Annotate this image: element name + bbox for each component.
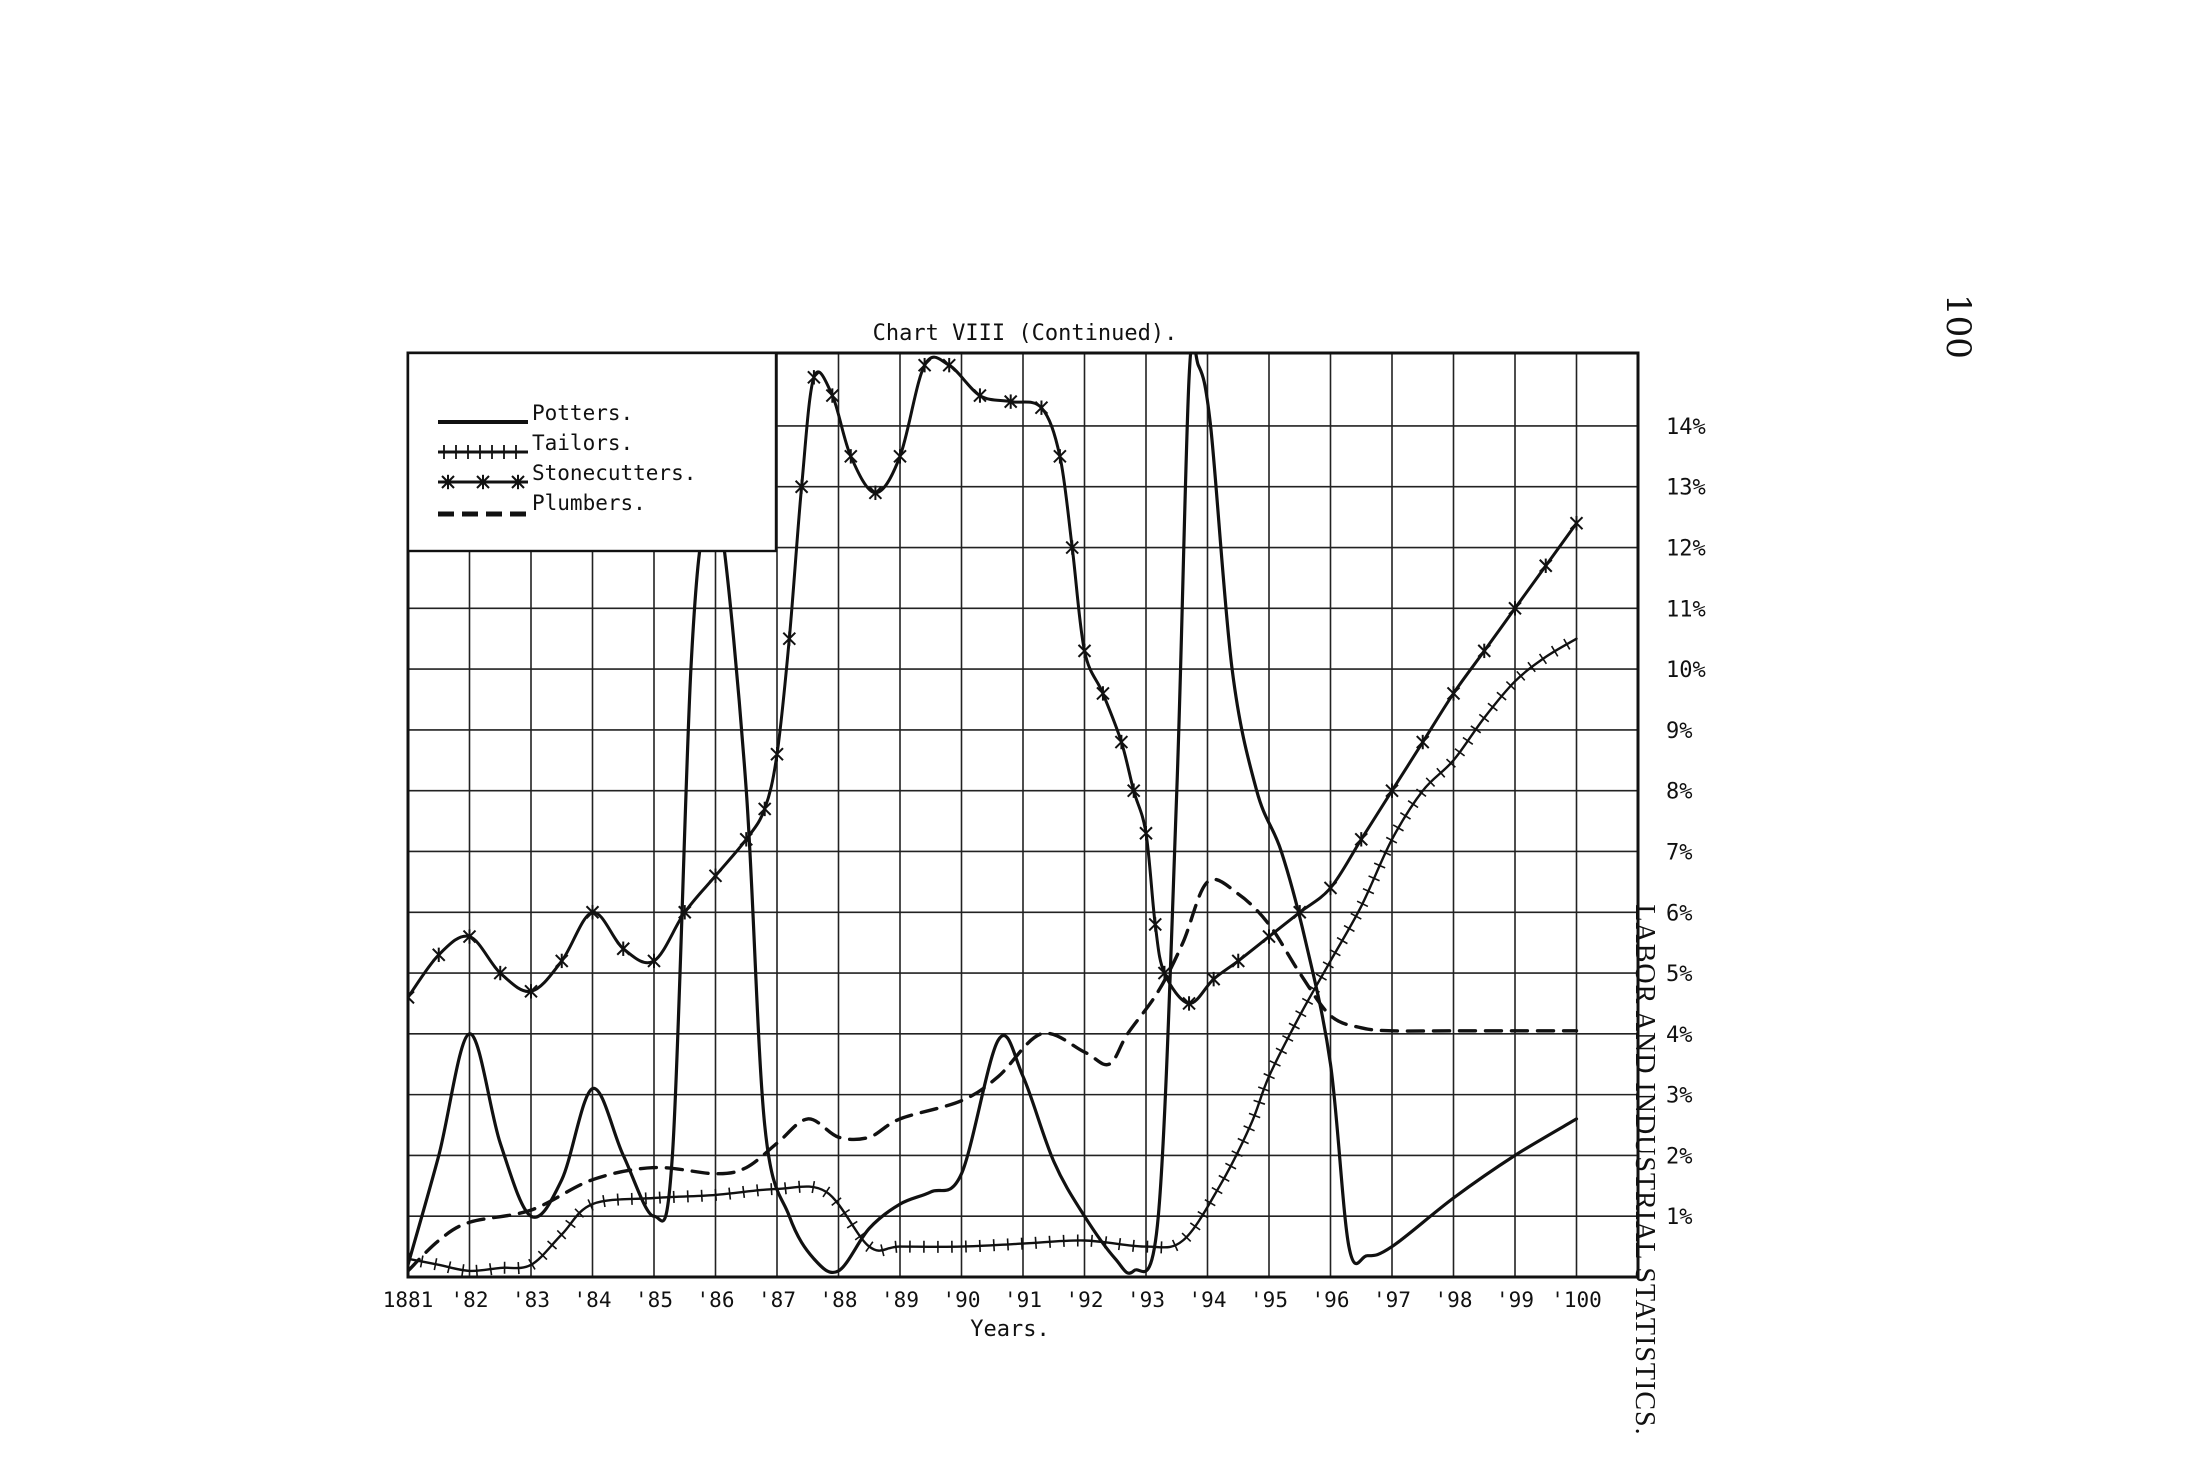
page-number: 100 (1938, 294, 1978, 354)
y-tick-label: 6% (1666, 901, 1693, 926)
tailors-hatch-mark (462, 1264, 464, 1276)
tailors-hatch-mark (799, 1181, 800, 1193)
x-tick-label: '91 (1004, 1288, 1042, 1312)
x-tick-label: '96 (1312, 1288, 1350, 1312)
x-tick-label: '85 (635, 1288, 673, 1312)
y-tick-label: 3% (1666, 1084, 1693, 1109)
tailors-hatch-mark (785, 1182, 786, 1194)
tailors-hatch-mark (1463, 737, 1473, 744)
y-tick-label: 1% (1666, 1205, 1693, 1230)
tailors-hatch-mark (743, 1186, 744, 1198)
x-tick-label: 1881 (383, 1288, 434, 1312)
x-tick-label: '99 (1496, 1288, 1534, 1312)
y-tick-label: 12% (1666, 537, 1706, 562)
x-tick-label: '90 (943, 1288, 981, 1312)
x-tick-label: '87 (758, 1288, 796, 1312)
legend: Potters. Tailors. Stonecutters. Plumbers. (408, 353, 776, 551)
tailors-hatch-mark (490, 1263, 492, 1275)
y-tick-label: 10% (1666, 658, 1706, 683)
tailors-hatch-mark (701, 1190, 702, 1202)
tailors-hatch-mark (1408, 801, 1418, 808)
tailors-hatch-mark (659, 1192, 660, 1204)
tailors-hatch-mark (603, 1195, 605, 1207)
legend-label-stonecutters: Stonecutters. (532, 461, 696, 485)
y-tick-label: 7% (1666, 840, 1693, 865)
tailors-hatch-mark (1119, 1238, 1121, 1250)
legend-label-potters: Potters. (532, 401, 633, 425)
tailors-hatch-mark (729, 1188, 730, 1200)
tailors-hatch-mark (1035, 1237, 1036, 1249)
x-tick-label: '94 (1189, 1288, 1227, 1312)
x-tick-label: '83 (512, 1288, 550, 1312)
y-tick-label: 13% (1666, 476, 1706, 501)
legend-label-tailors: Tailors. (532, 431, 633, 455)
legend-label-plumbers: Plumbers. (532, 491, 646, 515)
series-tailors (407, 639, 1577, 1277)
tailors-hatch-mark (1063, 1235, 1064, 1247)
y-axis-ticks: 1% 2% 3% 4% 5% 6% 7% 8% 9% 10% 11% 12% 13% 14% (1666, 415, 1706, 1230)
page-margin (1925, 300, 1985, 1160)
y-tick-label: 11% (1666, 597, 1706, 622)
x-axis-ticks: 1881 '82 '83 '84 '85 '86 '87 '88 '89 '90 '91 '92 '93… (383, 1288, 1602, 1312)
chart-page: Chart VIII (Continued). 1% 2% 3% 4% 5% 6% 7% 8%… (0, 0, 2190, 1380)
x-tick-label: '84 (574, 1288, 612, 1312)
tailors-hatch-mark (771, 1183, 772, 1195)
tailors-hatch-mark (847, 1221, 857, 1227)
tailors-hatch-mark (757, 1184, 758, 1196)
y-tick-label: 4% (1666, 1023, 1693, 1048)
tailors-hatch-mark (1540, 654, 1547, 664)
series-line-plumbers (408, 879, 1577, 1271)
chart-title: Chart VIII (Continued). (873, 321, 1178, 346)
series-plumbers (408, 879, 1577, 1271)
y-tick-label: 14% (1666, 415, 1706, 440)
tailors-hatch-mark (434, 1258, 436, 1270)
tailors-hatch-mark (812, 1181, 814, 1193)
x-tick-label: '98 (1435, 1288, 1473, 1312)
x-tick-label: '93 (1127, 1288, 1165, 1312)
tailors-hatch-mark (421, 1256, 423, 1268)
tailors-hatch-mark (646, 1192, 647, 1204)
tailors-hatch-mark (476, 1265, 477, 1277)
y-tick-label: 9% (1666, 719, 1693, 744)
x-tick-label: '86 (697, 1288, 735, 1312)
x-tick-label: '95 (1250, 1288, 1288, 1312)
tailors-hatch-mark (1190, 1223, 1200, 1230)
tailors-hatch-mark (840, 1210, 850, 1217)
y-tick-label: 8% (1666, 780, 1693, 805)
tailors-hatch-mark (1049, 1236, 1050, 1248)
tailors-hatch-mark (518, 1262, 519, 1274)
running-head: LABOR AND INDUSTRIAL STATISTICS. (1628, 870, 1660, 1470)
tailors-hatch-mark (1091, 1235, 1092, 1247)
x-tick-label: '92 (1066, 1288, 1104, 1312)
x-tick-label: '100 (1551, 1288, 1602, 1312)
series-line-tailors (408, 639, 1577, 1271)
tailors-hatch-mark (994, 1239, 995, 1251)
tailors-hatch-mark (1133, 1240, 1134, 1252)
tailors-hatch-mark (1022, 1238, 1023, 1250)
tailors-hatch-mark (980, 1240, 981, 1252)
tailors-hatch-mark (715, 1189, 716, 1201)
x-tick-label: '89 (881, 1288, 919, 1312)
tailors-hatch-mark (895, 1241, 896, 1253)
x-tick-label: '88 (820, 1288, 858, 1312)
tailors-hatch-mark (1008, 1238, 1009, 1250)
y-tick-label: 2% (1666, 1144, 1693, 1169)
y-tick-label: 5% (1666, 962, 1693, 987)
x-tick-label: '97 (1373, 1288, 1411, 1312)
x-tick-label: '82 (451, 1288, 489, 1312)
x-axis-label: Years. (970, 1317, 1049, 1342)
tailors-hatch-mark (617, 1194, 618, 1206)
